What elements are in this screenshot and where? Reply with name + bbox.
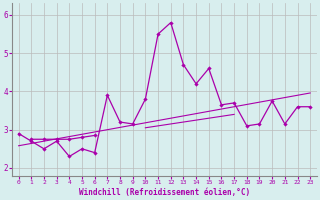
X-axis label: Windchill (Refroidissement éolien,°C): Windchill (Refroidissement éolien,°C) — [79, 188, 250, 197]
